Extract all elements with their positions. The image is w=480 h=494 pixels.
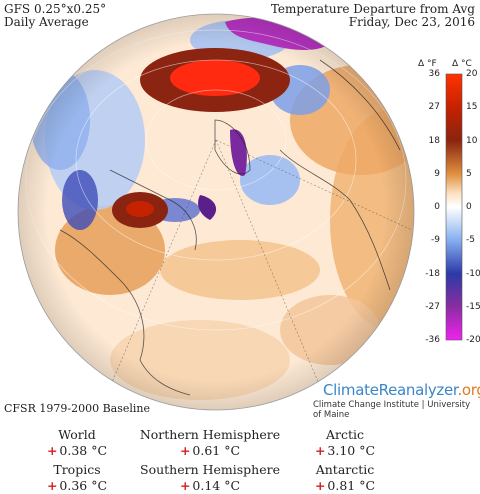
baseline-label: CFSR 1979-2000 Baseline [4,402,150,415]
stat-value: 3.10 °C [327,443,376,458]
colorbar-unit-c: Δ °C [452,59,472,69]
stat-name: Arctic [325,427,365,442]
stat-value: 0.61 °C [192,443,241,458]
stat-value: 0.36 °C [59,478,108,493]
stat-name: World [58,427,96,442]
brand-subtitle: Climate Change Institute | University of… [313,400,471,420]
colorbar-tick-f: -27 [425,301,440,312]
stat-sign: + [314,443,326,458]
stat-sign: + [179,443,191,458]
brand-logo: ClimateReanalyzer.org [323,381,480,399]
stat-value: 0.14 °C [192,478,241,493]
colorbar-tick-f: -36 [425,335,440,345]
stat-antarctic: Antarctic +0.81 °C [270,462,420,494]
stat-northern-hemisphere: Northern Hemisphere +0.61 °C [135,427,285,459]
colorbar-tick-c: 5 [466,168,472,179]
header-left: GFS 0.25°x0.25° Daily Average [4,3,106,29]
colorbar-tick-f: -9 [431,235,440,246]
colorbar-tick-f: 27 [428,102,440,113]
stat-value: 0.81 °C [327,478,376,493]
colorbar-tick-f: -18 [425,268,440,279]
brand-tld: .org [457,381,480,399]
stat-value: 0.38 °C [59,443,108,458]
stat-sign: + [46,443,58,458]
map-date: Friday, Dec 23, 2016 [348,15,475,29]
colorbar-tick-c: -15 [466,301,480,312]
header-right: Temperature Departure from Avg Friday, D… [271,3,475,29]
colorbar-tick-f: 18 [428,135,440,146]
stat-name: Antarctic [315,462,375,477]
colorbar-tick-c: -20 [466,335,480,345]
globe-outline [17,13,415,411]
brand-name: ClimateReanalyzer [323,381,458,399]
stat-sign: + [46,478,58,493]
colorbar-tick-f: 9 [434,168,440,179]
colorbar-tick-c: -5 [466,235,475,246]
stat-arctic: Arctic +3.10 °C [270,427,420,459]
colorbar-tick-c: -10 [466,268,480,279]
colorbar-tick-c: 10 [466,135,478,146]
model-resolution: GFS 0.25°x0.25° [4,2,107,16]
stat-sign: + [314,478,326,493]
stat-southern-hemisphere: Southern Hemisphere +0.14 °C [135,462,285,494]
colorbar-unit-f: Δ °F [418,59,437,69]
averaging-period: Daily Average [4,15,89,29]
stat-sign: + [179,478,191,493]
stat-world: World +0.38 °C [2,427,152,459]
stat-tropics: Tropics +0.36 °C [2,462,152,494]
colorbar-tick-f: 0 [434,202,440,212]
stat-name: Northern Hemisphere [139,427,281,442]
colorbar-tick-c: 0 [466,202,472,212]
stat-name: Tropics [53,462,101,477]
colorbar-tick-f: 36 [428,69,440,79]
colorbar-tick-c: 15 [466,102,478,113]
colorbar [445,73,463,341]
colorbar-tick-c: 20 [466,69,478,79]
stat-name: Southern Hemisphere [140,462,280,477]
map-title: Temperature Departure from Avg [270,2,475,16]
